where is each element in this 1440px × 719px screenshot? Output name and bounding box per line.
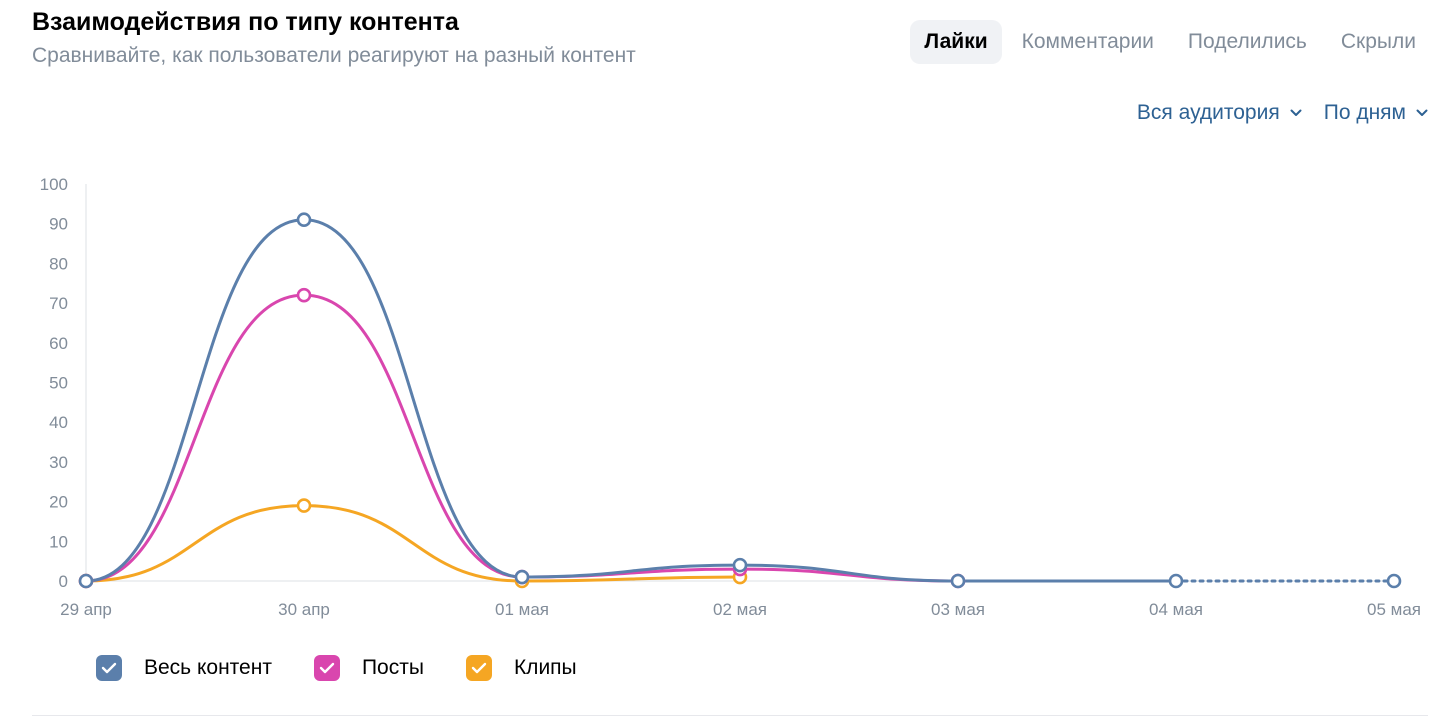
data-point-clips (296, 498, 312, 513)
page-title: Взаимодействия по типу контента (32, 8, 459, 36)
tab-shares[interactable]: Поделились (1187, 30, 1307, 53)
y-tick-label: 60 (49, 334, 68, 353)
data-point-all-content (514, 569, 530, 585)
y-tick-label: 40 (49, 413, 68, 432)
chevron-down-icon (1290, 109, 1302, 116)
x-tick-label: 01 мая (495, 600, 549, 619)
page-subtitle: Сравнивайте, как пользователи реагируют … (32, 44, 636, 67)
chart-legend: Весь контент Посты Клипы (96, 655, 577, 681)
data-point-all-content (950, 573, 966, 589)
x-tick-label: 29 апр (60, 600, 112, 619)
data-point-all-content (732, 557, 748, 573)
chart-filters: Вся аудитория По дням (1137, 101, 1428, 125)
x-tick-label: 03 мая (931, 600, 985, 619)
legend-item-all-content[interactable]: Весь контент (96, 655, 272, 681)
series-line-posts (84, 293, 960, 583)
x-tick-label: 05 мая (1367, 600, 1421, 619)
data-point-all-content (1386, 573, 1402, 589)
line-chart: 0 10 20 30 40 50 60 70 80 90 100 29 апр 30 апр 01 мая… (40, 175, 1421, 619)
tab-hidden[interactable]: Скрыли (1340, 30, 1416, 53)
y-tick-label: 20 (49, 493, 68, 512)
period-dropdown[interactable]: По дням (1324, 101, 1428, 125)
y-tick-label: 70 (49, 294, 68, 313)
legend-label: Посты (361, 656, 424, 679)
y-tick-label: 30 (49, 453, 68, 472)
checkbox-checked-icon (313, 655, 340, 681)
audience-dropdown-label: Вся аудитория (1136, 101, 1280, 124)
y-tick-label: 100 (40, 175, 68, 194)
audience-dropdown[interactable]: Вся аудитория (1137, 101, 1302, 125)
x-tick-label: 02 мая (713, 600, 767, 619)
chevron-down-icon (1416, 109, 1428, 116)
metric-tabs: Лайки Комментарии Поделились Скрыли (910, 20, 1430, 64)
data-point-posts (296, 287, 312, 303)
checkbox-checked-icon (465, 655, 492, 681)
legend-label: Весь контент (144, 656, 272, 679)
period-dropdown-label: По дням (1323, 101, 1406, 124)
tab-comments[interactable]: Комментарии (1021, 30, 1154, 53)
y-tick-label: 80 (49, 254, 68, 273)
legend-item-posts[interactable]: Посты (313, 655, 424, 681)
data-point-all-content (296, 212, 312, 228)
y-tick-label: 0 (59, 572, 68, 591)
legend-label: Клипы (513, 656, 577, 679)
series-line-all-content (84, 218, 1178, 583)
x-tick-label: 04 мая (1149, 600, 1203, 619)
bottom-divider (32, 715, 1428, 716)
y-tick-label: 10 (49, 532, 68, 551)
data-point-all-content (1168, 573, 1184, 589)
y-tick-label: 90 (49, 215, 68, 234)
series-line-clips (84, 504, 742, 583)
tab-likes[interactable]: Лайки (910, 20, 1002, 64)
legend-item-clips[interactable]: Клипы (465, 655, 577, 681)
y-tick-label: 50 (49, 374, 68, 393)
x-tick-label: 30 апр (278, 600, 330, 619)
data-point-all-content (78, 573, 94, 589)
checkbox-checked-icon (96, 655, 122, 681)
